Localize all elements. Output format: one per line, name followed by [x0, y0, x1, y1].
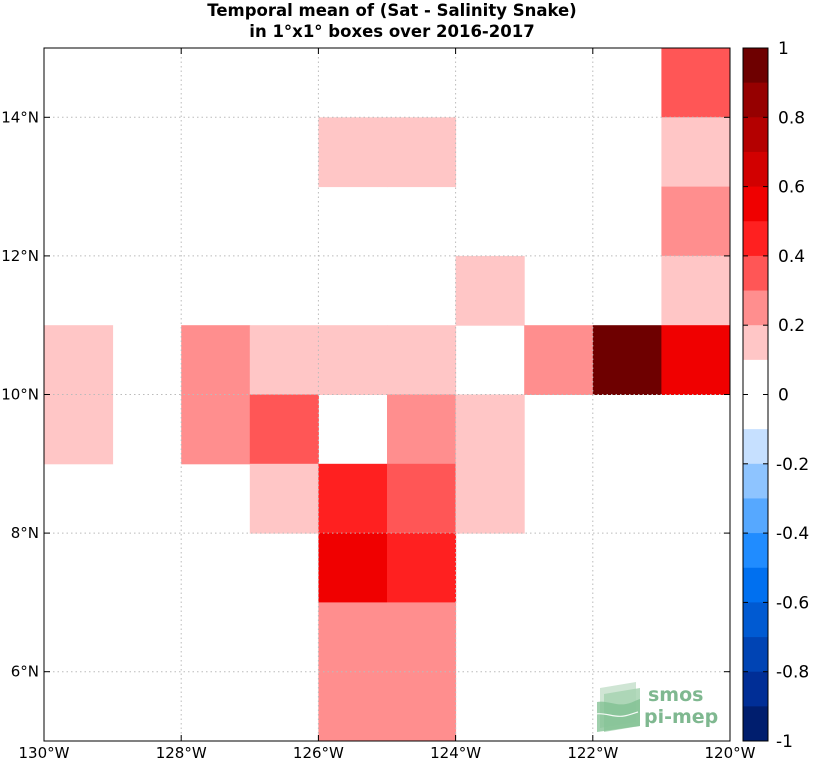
colorbar-swatch	[743, 290, 768, 326]
heatmap-cell	[387, 117, 457, 188]
heatmap-cell	[455, 255, 525, 326]
heatmap-cell	[318, 671, 388, 742]
heatmap-cell	[387, 671, 457, 742]
x-tick-label: 130°W	[19, 744, 70, 762]
colorbar-swatch	[743, 498, 768, 534]
colorbar-swatch	[743, 48, 768, 84]
colorbar-swatch	[743, 221, 768, 257]
chart-title: Temporal mean of (Sat - Salinity Snake) …	[44, 0, 740, 42]
heatmap-cell	[387, 325, 457, 395]
colorbar-tick-label: 0.4	[778, 247, 805, 267]
colorbar	[742, 47, 769, 742]
colorbar-tick-label: 0	[778, 386, 789, 406]
colorbar-swatch	[743, 325, 768, 361]
heatmap-cell	[318, 325, 388, 395]
logo-emblem-icon	[594, 682, 640, 732]
heatmap-cell	[387, 394, 457, 465]
heatmap-cell	[387, 463, 457, 534]
x-tick-label: 126°W	[293, 744, 344, 762]
heatmap-cell	[181, 394, 251, 465]
x-axis: 130°W 128°W 126°W 124°W 122°W 120°W	[19, 48, 756, 762]
heatmap-cell	[661, 255, 731, 326]
heatmap-cell	[318, 602, 388, 673]
heatmap-cell	[181, 325, 251, 395]
colorbar-swatch	[743, 463, 768, 499]
colorbar-swatch	[743, 394, 768, 430]
heatmap-cell	[455, 394, 525, 465]
heatmap-cell	[661, 48, 731, 118]
colorbar-tick-label: 0.8	[778, 108, 805, 128]
y-tick-label: 14°N	[1, 108, 39, 126]
heatmap-cell	[249, 394, 319, 465]
y-tick-label: 10°N	[1, 386, 39, 404]
heatmap-cell	[387, 602, 457, 673]
x-tick-label: 124°W	[430, 744, 481, 762]
colorbar-swatch	[743, 637, 768, 673]
y-tick-label: 6°N	[11, 663, 39, 681]
y-tick-label: 12°N	[1, 247, 39, 265]
colorbar-tick-label: 1	[778, 39, 789, 59]
smos-pimep-logo: smos pi-mep	[594, 682, 718, 732]
colorbar-tick-label: -0.2	[776, 455, 809, 475]
grid-lines	[44, 48, 730, 741]
colorbar-tick-label: 0.2	[778, 316, 805, 336]
heatmap-cell	[661, 117, 731, 188]
heatmap-cell	[524, 325, 594, 395]
heatmap-cell	[318, 117, 388, 188]
heatmap-cell	[44, 325, 114, 395]
colorbar-swatch	[743, 567, 768, 603]
chart-title-line1: Temporal mean of (Sat - Salinity Snake)	[207, 1, 577, 20]
heatmap-cell	[455, 463, 525, 534]
colorbar-tick-label: 0.6	[778, 178, 805, 198]
colorbar-swatch	[743, 429, 768, 465]
logo-text-pimep: pi-mep	[644, 706, 718, 728]
colorbar-swatch	[743, 671, 768, 707]
colorbar-tick-label: -1	[776, 732, 793, 752]
heatmap-cell	[387, 533, 457, 603]
colorbar-ticks: 1 0.8 0.6 0.4 0.2 0 -0.2 -0.4 -0.6 -0.8 -1	[743, 39, 809, 752]
chart-title-line2: in 1°x1° boxes over 2016-2017	[249, 22, 535, 41]
colorbar-swatch	[743, 602, 768, 638]
heatmap-cell	[249, 325, 319, 395]
heatmap-cell	[318, 533, 388, 603]
y-tick-label: 8°N	[11, 524, 39, 542]
colorbar-swatch	[743, 82, 768, 118]
heatmap-cell	[44, 394, 114, 465]
x-tick-label: 120°W	[705, 744, 756, 762]
heatmap-cell	[661, 325, 731, 395]
colorbar-swatch	[743, 359, 768, 395]
colorbar-swatch	[743, 533, 768, 569]
x-tick-label: 122°W	[567, 744, 618, 762]
colorbar-swatch	[743, 151, 768, 187]
x-tick-label: 128°W	[156, 744, 207, 762]
heatmap-cell	[592, 325, 662, 395]
colorbar-tick-label: -0.8	[776, 663, 809, 683]
colorbar-swatch	[743, 117, 768, 153]
colorbar-swatch	[743, 186, 768, 222]
heatmap-cells	[44, 48, 731, 742]
colorbar-swatch	[743, 706, 768, 742]
y-axis: 6°N 8°N 10°N 12°N 14°N	[1, 108, 730, 681]
logo-text-smos: smos	[648, 684, 703, 706]
heatmap-cell	[318, 463, 388, 534]
colorbar-tick-label: -0.6	[776, 593, 809, 613]
heatmap-cell	[249, 463, 319, 534]
colorbar-swatch	[743, 255, 768, 291]
colorbar-tick-label: -0.4	[776, 524, 809, 544]
heatmap-cell	[661, 186, 731, 257]
